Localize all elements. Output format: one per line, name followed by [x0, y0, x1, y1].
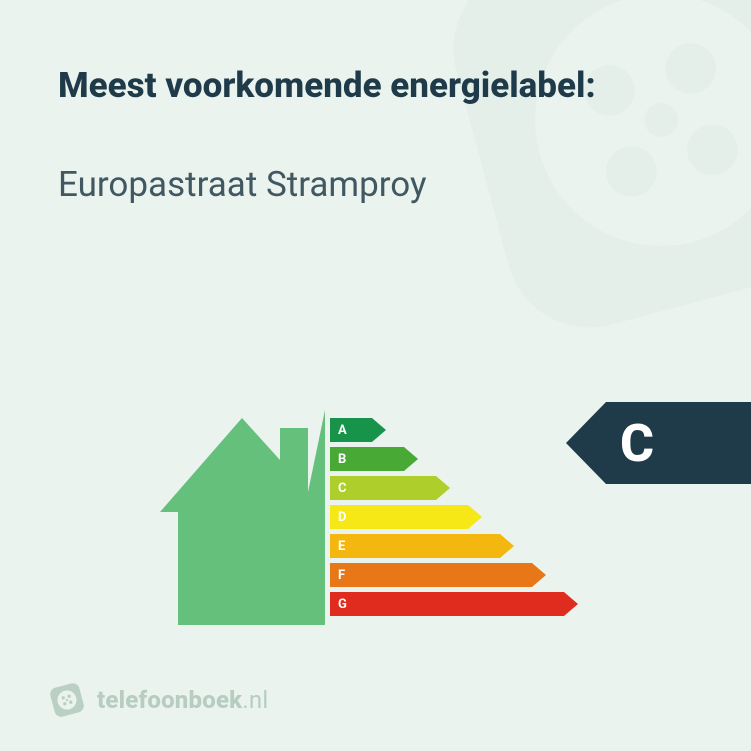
bar-arrow-icon: [564, 592, 578, 616]
energy-bar-d: D: [330, 505, 578, 529]
bar-arrow-icon: [436, 476, 450, 500]
bar-arrow-icon: [404, 447, 418, 471]
brand-name-bold: telefoonboek: [97, 686, 242, 714]
badge-arrow: [566, 402, 606, 484]
bar-arrow-icon: [532, 563, 546, 587]
energy-bar-label: A: [330, 418, 372, 442]
energy-bar-e: E: [330, 534, 578, 558]
brand-text: telefoonboek.nl: [97, 686, 268, 714]
page-title: Meest voorkomende energielabel:: [58, 64, 693, 108]
energy-bars: ABCDEFG: [330, 418, 578, 621]
bar-arrow-icon: [468, 505, 482, 529]
energy-bar-label: E: [330, 534, 500, 558]
brand-icon: [46, 679, 88, 721]
subtitle: Europastraat Stramproy: [58, 164, 693, 205]
energy-bar-g: G: [330, 592, 578, 616]
result-badge: C: [566, 402, 751, 484]
brand-name-light: .nl: [242, 686, 268, 714]
energy-bar-b: B: [330, 447, 578, 471]
energy-bar-c: C: [330, 476, 578, 500]
badge-letter: C: [606, 402, 751, 484]
bar-arrow-icon: [372, 418, 386, 442]
bar-arrow-icon: [500, 534, 514, 558]
house-icon: [160, 410, 325, 625]
energy-bar-label: C: [330, 476, 436, 500]
footer-brand: telefoonboek.nl: [50, 683, 268, 717]
energy-bar-label: B: [330, 447, 404, 471]
energy-bar-label: F: [330, 563, 532, 587]
energy-bar-label: D: [330, 505, 468, 529]
energy-bar-a: A: [330, 418, 578, 442]
energy-bar-f: F: [330, 563, 578, 587]
energy-bar-label: G: [330, 592, 564, 616]
